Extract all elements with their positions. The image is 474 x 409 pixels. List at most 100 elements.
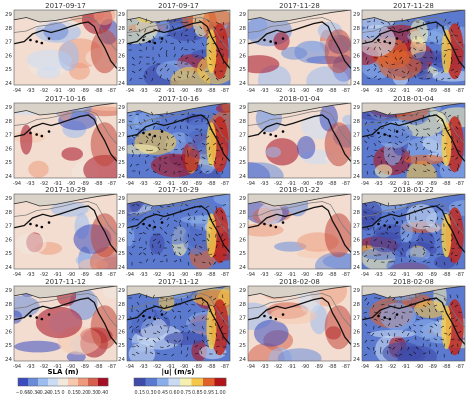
velocity-arrow	[422, 56, 427, 59]
y-tick-label: 24	[118, 357, 125, 363]
y-tick-label: 24	[353, 174, 360, 180]
velocity-arrow	[372, 304, 375, 309]
velocity-arrow	[212, 304, 217, 307]
velocity-arrow	[171, 309, 175, 313]
velocity-arrow	[440, 325, 445, 328]
velocity-arrow	[450, 317, 455, 320]
speed-map-panel: 2017-09-17 29 28 27 26 25 24-94 -93 -92 -91 -90 -89…	[118, 2, 231, 94]
velocity-arrow	[394, 121, 398, 125]
field-blob	[269, 307, 317, 325]
velocity-arrow	[413, 330, 417, 334]
velocity-arrow	[129, 125, 133, 130]
x-tick-label: -92	[153, 181, 161, 187]
velocity-arrow	[422, 336, 425, 341]
velocity-arrow	[456, 294, 459, 299]
x-tick-label: -88	[207, 181, 215, 187]
x-tick-label: -92	[40, 88, 48, 94]
velocity-arrow	[201, 310, 206, 313]
velocity-arrow	[145, 337, 149, 341]
velocity-arrow	[173, 32, 176, 37]
warm-anomaly-feature	[90, 305, 117, 350]
coastline	[362, 194, 465, 207]
velocity-arrow	[158, 53, 161, 58]
field-blob	[380, 302, 416, 331]
x-tick-label: -93	[374, 181, 382, 187]
station-marker	[388, 225, 392, 229]
velocity-arrow	[450, 233, 453, 238]
bathymetry-contour	[248, 293, 351, 328]
velocity-arrow	[163, 254, 168, 257]
velocity-arrow	[449, 216, 452, 221]
velocity-arrow	[152, 61, 156, 65]
velocity-arrow	[415, 133, 419, 137]
velocity-arrow	[454, 254, 459, 257]
map-field	[127, 194, 230, 269]
field-blob	[35, 306, 83, 339]
y-tick-label: 26	[5, 237, 12, 243]
velocity-arrow	[441, 77, 445, 81]
field-blob	[417, 71, 433, 80]
velocity-arrow	[173, 149, 178, 151]
velocity-arrow	[152, 294, 155, 299]
x-tick-label: -89	[81, 181, 89, 187]
field-blob	[184, 118, 214, 151]
x-tick-label: -87	[221, 364, 229, 370]
velocity-arrow	[419, 49, 424, 51]
velocity-arrow	[371, 205, 375, 209]
land-mask	[362, 10, 465, 22]
x-tick-label: -93	[139, 272, 147, 278]
velocity-arrow	[180, 47, 184, 51]
velocity-arrow	[159, 47, 163, 51]
velocity-arrow	[401, 226, 404, 231]
velocity-arrow	[429, 32, 431, 37]
y-tick-label: 25	[118, 343, 125, 349]
velocity-arrow	[433, 304, 438, 307]
x-tick-label: -89	[429, 272, 437, 278]
velocity-arrow	[193, 70, 196, 75]
velocity-arrow	[450, 251, 454, 256]
velocity-arrow	[145, 139, 148, 144]
y-tick-label: 29	[239, 196, 246, 202]
x-tick-label: -91	[167, 364, 175, 370]
map-field	[248, 10, 351, 85]
velocity-arrow	[138, 252, 142, 256]
velocity-arrow	[373, 238, 377, 242]
velocity-arrow	[173, 331, 178, 334]
velocity-arrow	[166, 68, 170, 72]
x-tick-label: -87	[221, 181, 229, 187]
warm-anomaly-feature	[324, 305, 351, 350]
velocity-arrow	[435, 77, 438, 82]
x-tick-label: -93	[139, 181, 147, 187]
velocity-arrow	[443, 212, 448, 215]
station-marker	[274, 317, 278, 321]
y-tick-label: 25	[5, 251, 12, 257]
velocity-arrow	[143, 247, 147, 251]
velocity-arrow	[392, 297, 396, 301]
shelf-break-contour	[14, 21, 117, 69]
velocity-arrow	[131, 240, 136, 242]
velocity-arrow	[205, 142, 210, 145]
velocity-arrow	[457, 163, 460, 168]
velocity-arrow	[151, 111, 154, 116]
velocity-arrow	[213, 160, 217, 165]
velocity-arrow	[194, 18, 196, 23]
velocity-arrow	[392, 217, 396, 221]
velocity-arrow	[145, 70, 148, 75]
colorbar-tick-label: 0.40	[98, 390, 109, 396]
velocity-arrow	[394, 114, 398, 119]
station-marker	[395, 130, 399, 133]
field-blob	[253, 319, 289, 347]
velocity-arrow	[408, 47, 412, 51]
y-tick-label: 27	[239, 133, 246, 139]
velocity-arrow	[413, 54, 417, 58]
x-tick-label: -92	[274, 364, 282, 370]
velocity-arrow	[178, 40, 182, 44]
land-mask	[127, 286, 230, 298]
velocity-arrow	[179, 315, 182, 320]
map-field	[248, 286, 351, 361]
coastline	[14, 10, 117, 23]
station-marker	[281, 37, 285, 40]
y-tick-label: 24	[353, 357, 360, 363]
velocity-arrow	[199, 170, 203, 174]
velocity-arrow	[159, 325, 163, 330]
